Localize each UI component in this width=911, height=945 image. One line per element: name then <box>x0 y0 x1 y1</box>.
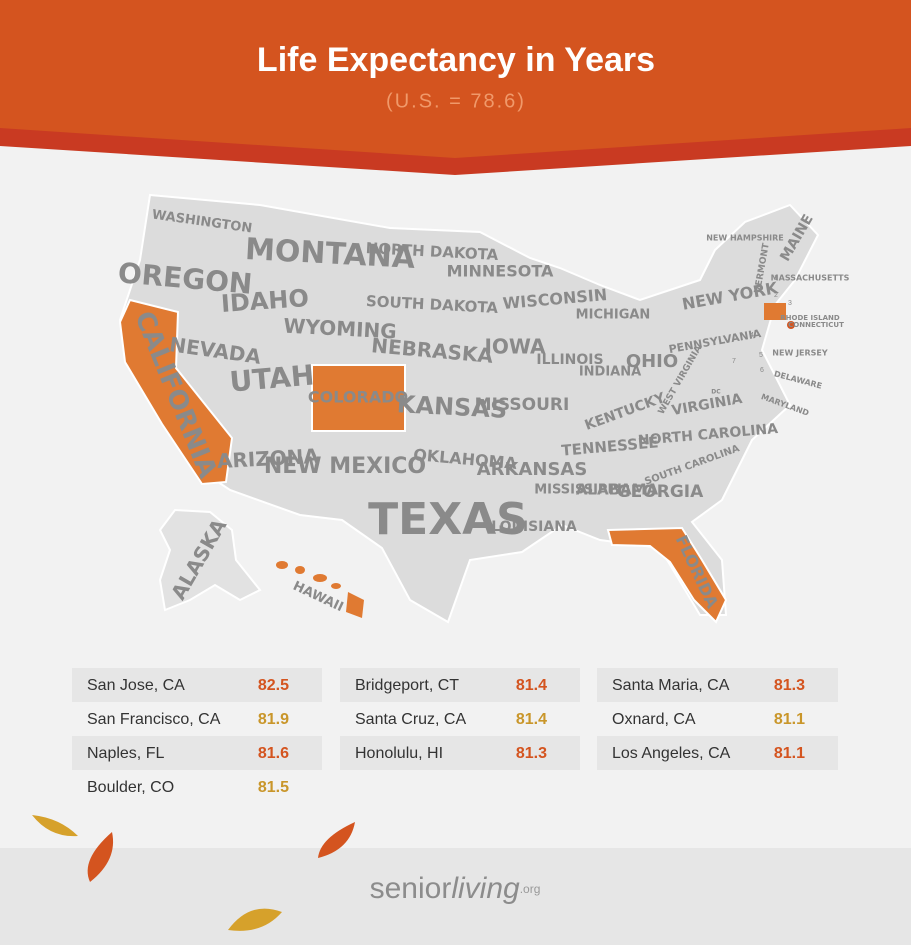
city: Naples, FL <box>87 745 164 762</box>
city: Oxnard, CA <box>612 711 696 728</box>
life-expectancy: 81.1 <box>774 745 805 762</box>
footer <box>0 848 911 945</box>
callout-number: 6 <box>760 367 764 374</box>
row-bg <box>597 736 838 770</box>
leaf <box>87 832 114 882</box>
leaf <box>228 908 282 931</box>
callout-number: 2 <box>774 292 778 299</box>
life-expectancy: 82.5 <box>258 677 289 694</box>
state-label: MICHIGAN <box>576 308 651 323</box>
city: Bridgeport, CT <box>355 677 459 694</box>
state-label: ILLINOIS <box>536 352 603 368</box>
city: San Jose, CA <box>87 677 185 694</box>
life-expectancy: 81.4 <box>516 711 547 728</box>
hawaii-islands <box>276 561 364 618</box>
state-label: INDIANA <box>579 365 641 380</box>
map <box>118 193 820 624</box>
state-label: NEW HAMPSHIRE <box>706 234 784 243</box>
callout-number: 5 <box>759 352 763 359</box>
ct-dot <box>787 321 795 329</box>
state-label: COLORADO <box>308 388 408 407</box>
callout-number: 3 <box>788 300 792 307</box>
row-bg <box>72 736 322 770</box>
header-band <box>0 0 911 158</box>
logo-org: .org <box>520 882 541 896</box>
state-label: TEXAS <box>368 494 528 545</box>
city: Honolulu, HI <box>355 745 443 762</box>
us-mainland <box>118 193 820 624</box>
subtitle: (U.S. = 78.6) <box>386 90 526 112</box>
state-label: GEORGIA <box>617 482 704 502</box>
colorado <box>311 364 406 432</box>
row-bg <box>597 668 838 702</box>
table: San Jose, CA 82.5 San Francisco, CA 81.9 Nap… <box>72 668 838 796</box>
callout-number: 4 <box>750 332 754 339</box>
leaf <box>318 822 355 858</box>
city: Boulder, CO <box>87 779 174 796</box>
state-label: KANSAS <box>396 390 508 424</box>
state-label: IOWA <box>484 335 546 359</box>
row-bg <box>340 736 580 770</box>
state-label: CONNECTICUT <box>788 321 844 329</box>
state-label: IDAHO <box>220 284 310 318</box>
alaska <box>158 508 262 612</box>
connecticut <box>764 303 786 320</box>
life-expectancy: 81.5 <box>258 779 289 796</box>
state-label: ARIZONA <box>216 444 320 473</box>
state-label: OHIO <box>626 351 678 372</box>
life-expectancy: 81.4 <box>516 677 547 694</box>
leaf <box>32 815 78 837</box>
state-label: MASSACHUSETTS <box>771 274 850 283</box>
row-bg <box>72 668 322 702</box>
state-label: MINNESOTA <box>447 262 554 281</box>
island <box>276 561 288 569</box>
island <box>346 592 364 618</box>
callout-number: 1 <box>774 275 778 282</box>
callout-number: 7 <box>732 358 736 365</box>
city: Santa Maria, CA <box>612 677 730 694</box>
state-label: LOUISIANA <box>491 519 577 535</box>
island <box>331 583 341 589</box>
state-label: WYOMING <box>283 314 397 344</box>
logo: seniorliving.org <box>370 872 541 905</box>
life-expectancy: 81.1 <box>774 711 805 728</box>
island <box>295 566 305 574</box>
row-bg <box>340 668 580 702</box>
life-expectancy: 81.3 <box>516 745 547 762</box>
island <box>313 574 327 582</box>
logo-senior: senior <box>370 872 452 905</box>
state-label: ALABAMA <box>576 481 659 499</box>
state-label: UTAH <box>228 358 315 398</box>
state-label: NEW MEXICO <box>264 454 426 479</box>
city: Santa Cruz, CA <box>355 711 466 728</box>
life-expectancy: 81.6 <box>258 745 289 762</box>
title: Life Expectancy in Years <box>257 41 655 79</box>
california <box>118 298 234 486</box>
state-label: MISSISSIPPI <box>534 483 622 498</box>
florida <box>606 526 728 624</box>
state-label: RHODE ISLAND <box>780 314 840 322</box>
state-label: ARKANSAS <box>477 459 588 480</box>
state-label: NEW JERSEY <box>772 349 828 358</box>
city: Los Angeles, CA <box>612 745 731 762</box>
state-label: DC <box>711 389 721 396</box>
life-expectancy: 81.9 <box>258 711 289 728</box>
logo-living: living <box>451 872 520 905</box>
state-label: MISSOURI <box>475 395 570 415</box>
life-expectancy: 81.3 <box>774 677 805 694</box>
leaves <box>32 815 355 931</box>
city: San Francisco, CA <box>87 711 221 728</box>
